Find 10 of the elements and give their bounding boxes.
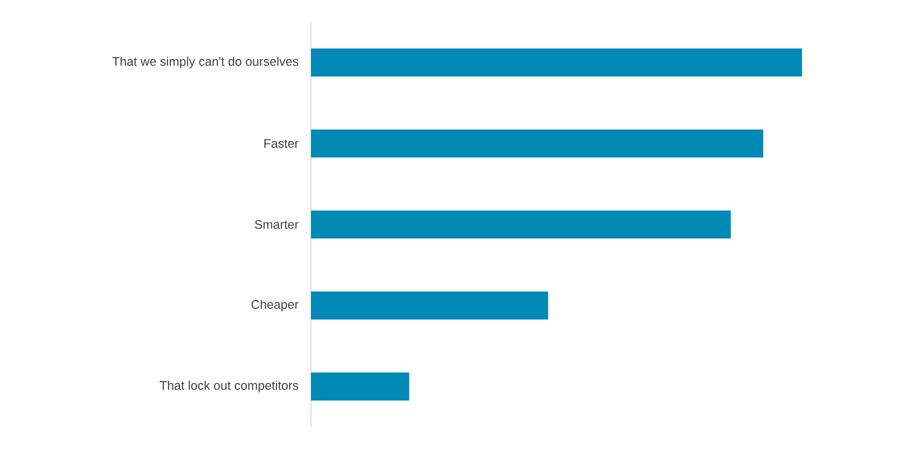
bar bbox=[311, 292, 548, 320]
bar bbox=[311, 48, 802, 76]
y-tick-label: Smarter bbox=[254, 220, 298, 229]
y-tick-label: Faster bbox=[264, 139, 298, 148]
y-tick-label: That lock out competitors bbox=[160, 380, 298, 392]
bar bbox=[311, 130, 764, 158]
bar bbox=[311, 372, 410, 401]
y-tick-label: That we simply can't do ourselves bbox=[112, 56, 298, 68]
y-tick-label: Cheaper bbox=[252, 300, 298, 312]
bar bbox=[311, 210, 731, 239]
